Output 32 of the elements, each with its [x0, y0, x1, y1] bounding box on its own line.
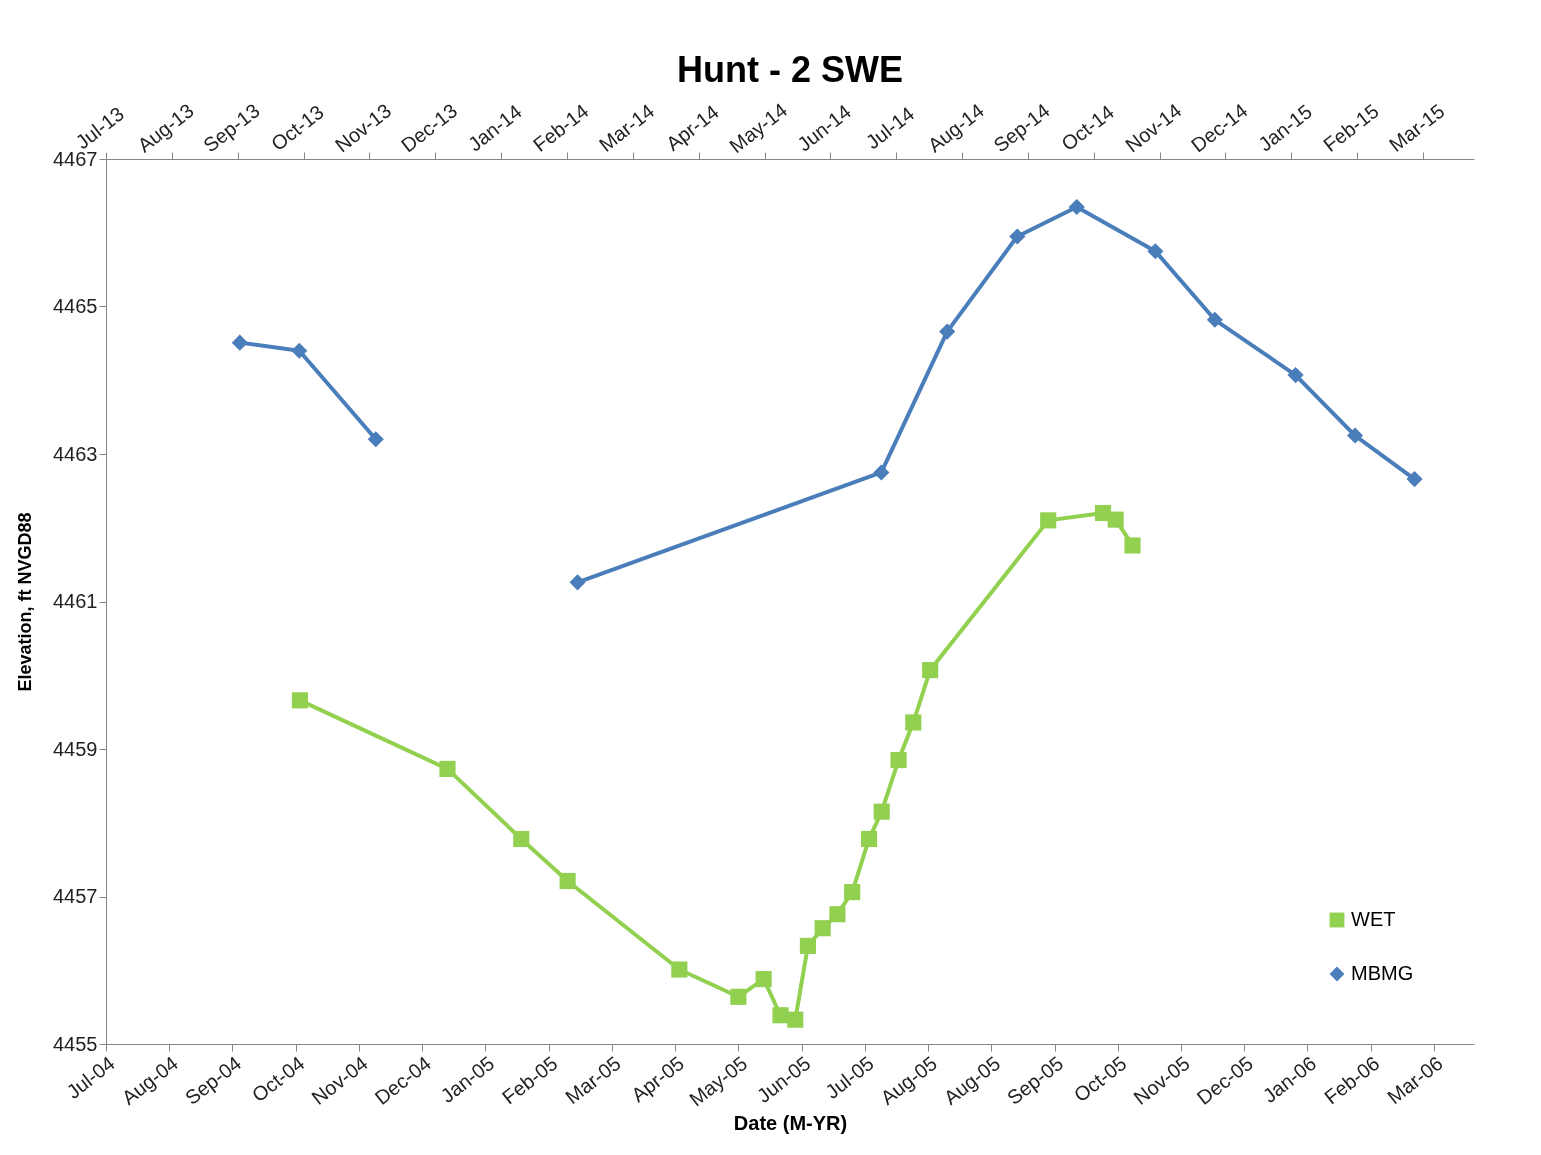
point: [755, 971, 772, 988]
point: [844, 884, 861, 901]
point: [1124, 537, 1141, 554]
point: [730, 988, 747, 1005]
point: [922, 662, 939, 679]
point: [890, 752, 907, 769]
point: [814, 920, 831, 937]
point: [829, 906, 846, 923]
point: [439, 760, 456, 777]
y-tick-label: 4459: [53, 737, 98, 760]
point: [559, 872, 576, 890]
y-axis-title: Elevation, ft NVGD88: [15, 512, 36, 692]
legend-label: MBMG: [1351, 962, 1414, 984]
x-axis-title: Date (M-YR): [733, 1112, 848, 1135]
point: [671, 961, 688, 978]
y-tick-label: 4463: [53, 442, 98, 465]
y-tick-label: 4465: [53, 295, 98, 317]
point: [860, 830, 878, 848]
point: [772, 1007, 789, 1024]
legend-label: WET: [1351, 908, 1396, 930]
point: [787, 1011, 804, 1028]
y-tick-label: 4457: [53, 885, 98, 907]
point: [799, 937, 816, 954]
chart-title: Hunt - 2 SWE: [677, 48, 903, 90]
point: [513, 830, 530, 848]
y-tick-label: 4461: [53, 590, 98, 612]
point: [1107, 511, 1124, 528]
point: [291, 692, 308, 709]
point: [873, 803, 890, 820]
y-tick-label: 4455: [53, 1032, 98, 1055]
point: [1040, 512, 1057, 529]
point: [905, 714, 922, 731]
